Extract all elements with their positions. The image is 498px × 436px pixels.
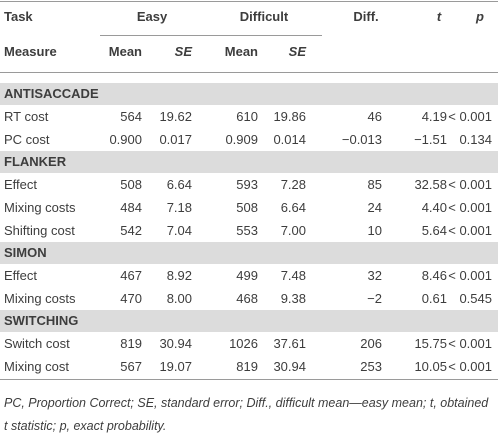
cell: 8.92: [166, 267, 192, 283]
cell: 8.46: [421, 267, 447, 283]
cell: 0.545: [459, 290, 492, 306]
cell: 85: [367, 176, 382, 192]
footnote: PC, Proportion Correct; SE, standard err…: [4, 396, 489, 433]
cell: 30.94: [159, 335, 192, 351]
cell: 819: [236, 358, 258, 374]
row-label: Effect: [4, 176, 38, 192]
header-cell: Mean: [224, 44, 258, 59]
row-label: RT cost: [4, 108, 49, 124]
header-cell: SE: [288, 44, 306, 59]
cell: 15.75: [414, 335, 447, 351]
cell: 593: [236, 176, 258, 192]
row-label: Shifting cost: [4, 222, 75, 238]
cell: 7.28: [280, 176, 306, 192]
cell: 484: [120, 199, 142, 215]
header-cell: Easy: [136, 9, 168, 24]
cell: 8.00: [166, 290, 192, 306]
bottom-rule: [0, 379, 498, 380]
section-title: ANTISACCADE: [4, 86, 99, 101]
cell: 499: [236, 267, 258, 283]
cell: 467: [120, 267, 142, 283]
cell: 4.19: [421, 108, 447, 124]
cell: 564: [120, 108, 142, 124]
section-title: SIMON: [4, 245, 47, 260]
row-label: Effect: [4, 267, 38, 283]
cell: 46: [367, 108, 382, 124]
row-label: Mixing cost: [4, 358, 70, 374]
cell: < 0.001: [448, 267, 492, 283]
header-cell: Task: [4, 9, 33, 24]
cell: 567: [120, 358, 142, 374]
cell: < 0.001: [448, 199, 492, 215]
cell: 6.64: [166, 176, 192, 192]
cell: 4.40: [421, 199, 447, 215]
cell: 30.94: [273, 358, 306, 374]
header-rule: [0, 72, 498, 73]
header-cell: SE: [174, 44, 192, 59]
cell: 542: [120, 222, 142, 238]
cell: < 0.001: [448, 176, 492, 192]
cell: 470: [120, 290, 142, 306]
span-rule: [100, 35, 322, 36]
cell: < 0.001: [448, 108, 492, 124]
cell: 0.017: [159, 131, 192, 147]
cell: 0.134: [459, 131, 492, 147]
row-label: Switch cost: [4, 335, 70, 351]
cell: 0.909: [225, 131, 258, 147]
cell: 253: [360, 358, 382, 374]
section-title: SWITCHING: [4, 313, 79, 328]
cell: 9.38: [280, 290, 306, 306]
cell: −1.51: [414, 131, 447, 147]
cell: 0.900: [109, 131, 142, 147]
cell: 610: [236, 108, 258, 124]
cell: 508: [236, 199, 258, 215]
header-cell: Measure: [4, 44, 57, 59]
cell: 508: [120, 176, 142, 192]
cell: 19.62: [159, 108, 192, 124]
cell: 6.64: [280, 199, 306, 215]
header-cell: t: [436, 9, 442, 24]
cell: −2: [367, 290, 382, 306]
cell: 206: [360, 335, 382, 351]
cell: −0.013: [341, 131, 382, 147]
section-title: FLANKER: [4, 154, 67, 169]
cell: 7.48: [280, 267, 306, 283]
cell: < 0.001: [448, 358, 492, 374]
cell: < 0.001: [448, 335, 492, 351]
section-band: [0, 242, 498, 264]
header-cell: Diff.: [353, 9, 379, 24]
cell: 7.18: [166, 199, 192, 215]
section-band: [0, 83, 498, 105]
section-band: [0, 310, 498, 332]
header-cell: p: [476, 9, 484, 24]
cell: 32: [367, 267, 382, 283]
cell: 7.00: [280, 222, 306, 238]
row-label: PC cost: [4, 131, 50, 147]
cell: 468: [236, 290, 258, 306]
cell: 0.014: [273, 131, 306, 147]
cell: 19.07: [159, 358, 192, 374]
top-rule: [0, 1, 498, 2]
row-label: Mixing costs: [4, 290, 76, 306]
cell: 553: [236, 222, 258, 238]
header-cell: Mean: [108, 44, 142, 59]
section-band: [0, 151, 498, 173]
cell: 37.61: [273, 335, 306, 351]
cell: 1026: [229, 335, 258, 351]
cell: 32.58: [414, 176, 447, 192]
cell: 10.05: [414, 358, 447, 374]
cell: 819: [120, 335, 142, 351]
cell: 0.61: [421, 290, 447, 306]
row-label: Mixing costs: [4, 199, 76, 215]
header-cell: Difficult: [239, 9, 289, 24]
cell: 19.86: [273, 108, 306, 124]
cell: 7.04: [166, 222, 192, 238]
cell: < 0.001: [448, 222, 492, 238]
cell: 5.64: [421, 222, 447, 238]
cell: 10: [367, 222, 382, 238]
cell: 24: [367, 199, 382, 215]
